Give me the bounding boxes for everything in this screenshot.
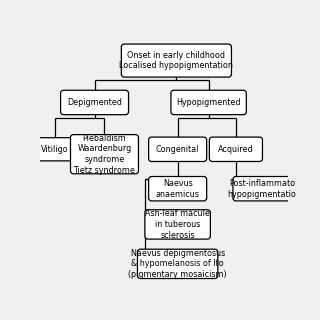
Text: Post-inflammato
hypopigmentatio: Post-inflammato hypopigmentatio [228,179,296,199]
FancyBboxPatch shape [60,90,129,115]
Text: Depigmented: Depigmented [67,98,122,107]
Text: Naevus depigmentosus
& hypomelanosis of Ito
(pigmentary mosaicism): Naevus depigmentosus & hypomelanosis of … [128,249,227,279]
Text: Hypopigmented: Hypopigmented [176,98,241,107]
FancyBboxPatch shape [148,177,207,201]
Text: Piebaldism
Waardenburg
syndrome
Tietz syndrome: Piebaldism Waardenburg syndrome Tietz sy… [74,133,135,175]
FancyBboxPatch shape [138,249,218,278]
Text: Vitiligo: Vitiligo [41,145,69,154]
FancyBboxPatch shape [148,137,207,162]
Text: Onset in early childhood
Localised hypopigmentation: Onset in early childhood Localised hypop… [119,51,233,70]
FancyBboxPatch shape [121,44,231,77]
FancyBboxPatch shape [35,138,75,161]
Text: Congenital: Congenital [156,145,199,154]
Text: Acquired: Acquired [218,145,254,154]
FancyBboxPatch shape [209,137,262,162]
Text: Ash-leaf macule
in tuberous
sclerosis: Ash-leaf macule in tuberous sclerosis [145,209,210,240]
FancyBboxPatch shape [145,210,210,239]
FancyBboxPatch shape [70,135,139,174]
FancyBboxPatch shape [233,177,291,201]
FancyBboxPatch shape [171,90,246,115]
Text: Naevus
anaemicus: Naevus anaemicus [156,179,200,199]
